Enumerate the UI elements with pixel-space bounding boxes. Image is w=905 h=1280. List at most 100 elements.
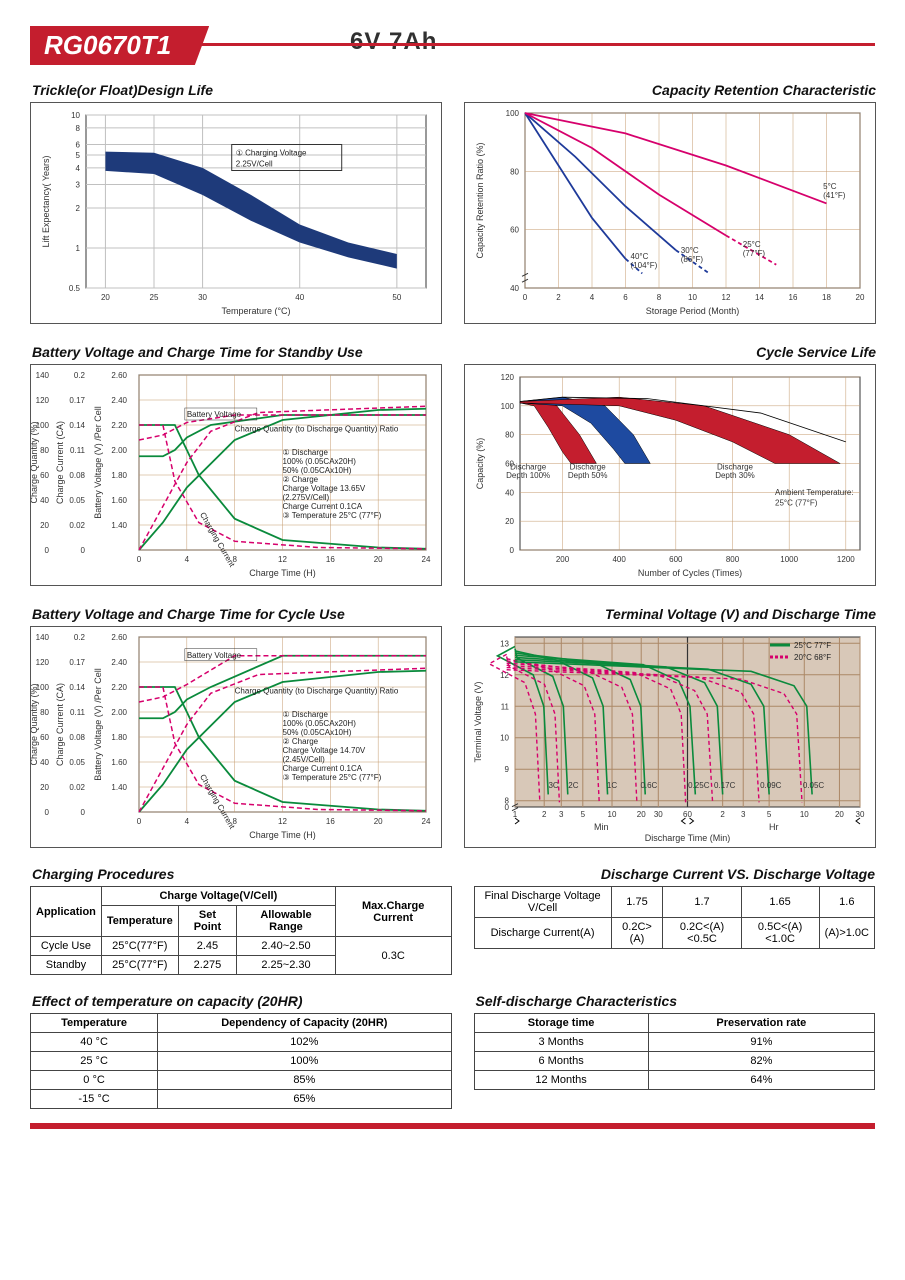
discharge-table: Final Discharge Voltage V/Cell 1.75 1.7 … (474, 886, 875, 949)
svg-text:Hr: Hr (769, 822, 779, 832)
svg-text:100% (0.05CAx20H): 100% (0.05CAx20H) (283, 457, 357, 466)
svg-text:200: 200 (556, 555, 570, 564)
svg-text:Discharge: Discharge (510, 462, 547, 471)
svg-text:Number of Cycles (Times): Number of Cycles (Times) (638, 568, 742, 578)
svg-text:4: 4 (76, 164, 81, 173)
svg-text:Charge Voltage 13.65V: Charge Voltage 13.65V (283, 484, 366, 493)
svg-text:0.6C: 0.6C (640, 781, 657, 790)
svg-text:25: 25 (150, 293, 159, 302)
svg-text:1.60: 1.60 (111, 758, 127, 767)
svg-text:(41°F): (41°F) (823, 191, 846, 200)
svg-text:0.05: 0.05 (69, 758, 85, 767)
svg-text:2: 2 (542, 810, 547, 819)
svg-text:2.60: 2.60 (111, 371, 127, 380)
table-row: 6 Months82% (474, 1052, 874, 1071)
th-sp: Set Point (178, 906, 236, 937)
svg-text:16: 16 (789, 293, 798, 302)
svg-text:6: 6 (623, 293, 628, 302)
svg-text:0.08: 0.08 (69, 471, 85, 480)
retention-chart: 0246810121416182040608010040°C(104°F)30°… (464, 102, 876, 324)
svg-text:30: 30 (654, 810, 663, 819)
svg-text:24: 24 (422, 555, 431, 564)
svg-text:40: 40 (40, 496, 49, 505)
svg-text:Min: Min (594, 822, 609, 832)
svg-text:18: 18 (822, 293, 831, 302)
svg-text:20: 20 (40, 783, 49, 792)
tempcap-title: Effect of temperature on capacity (20HR) (32, 993, 452, 1009)
svg-text:13: 13 (500, 639, 509, 648)
svg-text:Discharge: Discharge (570, 462, 607, 471)
svg-text:1.80: 1.80 (111, 471, 127, 480)
th-max: Max.Charge Current (335, 887, 451, 937)
svg-text:(77°F): (77°F) (743, 249, 766, 258)
svg-text:100: 100 (506, 109, 520, 118)
svg-text:40: 40 (505, 488, 514, 497)
svg-text:140: 140 (36, 633, 50, 642)
svg-text:60: 60 (683, 810, 692, 819)
svg-text:0.05C: 0.05C (803, 781, 825, 790)
svg-text:1200: 1200 (837, 555, 855, 564)
svg-text:Charge Time (H): Charge Time (H) (249, 568, 316, 578)
svg-text:Depth 30%: Depth 30% (715, 471, 755, 480)
spec-text: 6V 7Ah (350, 28, 437, 56)
charging-table: Application Charge Voltage(V/Cell) Max.C… (30, 886, 452, 975)
svg-text:25°C (77°F): 25°C (77°F) (775, 498, 818, 507)
selfdis-title: Self-discharge Characteristics (476, 993, 875, 1009)
svg-text:20: 20 (374, 817, 383, 826)
discharge-title: Discharge Current VS. Discharge Voltage (476, 866, 875, 882)
svg-text:Charge Quantity (%): Charge Quantity (%) (31, 683, 39, 765)
th-ar: Allowable Range (237, 906, 336, 937)
th-cv: Charge Voltage(V/Cell) (101, 887, 335, 906)
svg-text:1.60: 1.60 (111, 496, 127, 505)
svg-text:2: 2 (556, 293, 561, 302)
svg-text:40: 40 (40, 758, 49, 767)
svg-text:40°C: 40°C (631, 252, 649, 261)
svg-text:20: 20 (40, 521, 49, 530)
svg-text:20: 20 (505, 517, 514, 526)
svg-text:100: 100 (501, 402, 515, 411)
svg-text:Terminal Voltage (V): Terminal Voltage (V) (473, 681, 483, 762)
svg-text:Charge Current 0.1CA: Charge Current 0.1CA (283, 764, 363, 773)
svg-text:Capacity Retention Ratio (%): Capacity Retention Ratio (%) (475, 142, 485, 258)
svg-text:11: 11 (501, 702, 510, 711)
svg-text:① Discharge: ① Discharge (283, 710, 329, 719)
svg-text:50% (0.05CAx10H): 50% (0.05CAx10H) (283, 728, 352, 737)
svg-text:5: 5 (76, 151, 81, 160)
svg-text:③ Temperature 25°C (77°F): ③ Temperature 25°C (77°F) (283, 773, 382, 782)
table-row: 0 °C85% (31, 1071, 452, 1090)
svg-text:4: 4 (185, 817, 190, 826)
svg-text:10: 10 (688, 293, 697, 302)
svg-text:80: 80 (510, 167, 519, 176)
svg-text:16: 16 (326, 555, 335, 564)
svg-text:20: 20 (835, 810, 844, 819)
svg-text:1.40: 1.40 (111, 521, 127, 530)
svg-text:0.17C: 0.17C (714, 781, 736, 790)
svg-text:2.60: 2.60 (111, 633, 127, 642)
svg-text:Lift Expectancy( Years): Lift Expectancy( Years) (41, 155, 51, 247)
svg-text:5°C: 5°C (823, 182, 837, 191)
terminal-chart: 123510203060235102030891011121303C2C1C0.… (464, 626, 876, 848)
svg-text:3C: 3C (548, 781, 558, 790)
svg-text:0: 0 (45, 546, 50, 555)
svg-text:10: 10 (608, 810, 617, 819)
table-row: 12 Months64% (474, 1071, 874, 1090)
svg-text:3: 3 (559, 810, 564, 819)
svg-text:(86°F): (86°F) (681, 255, 704, 264)
svg-text:14: 14 (755, 293, 764, 302)
svg-text:30: 30 (198, 293, 207, 302)
svg-text:0: 0 (81, 546, 86, 555)
th-app: Application (31, 887, 102, 937)
trickle-title: Trickle(or Float)Design Life (32, 82, 442, 98)
svg-text:10: 10 (71, 111, 80, 120)
svg-text:120: 120 (36, 658, 50, 667)
svg-text:4: 4 (185, 555, 190, 564)
svg-text:0.14: 0.14 (69, 683, 85, 692)
svg-text:Discharge Time (Min): Discharge Time (Min) (645, 833, 731, 843)
svg-text:Battery Voltage: Battery Voltage (187, 651, 242, 660)
retention-title: Capacity Retention Characteristic (466, 82, 876, 98)
svg-text:① Discharge: ① Discharge (283, 448, 329, 457)
svg-text:0.17: 0.17 (69, 658, 85, 667)
svg-text:60: 60 (40, 733, 49, 742)
svg-text:80: 80 (40, 708, 49, 717)
svg-text:80: 80 (505, 431, 514, 440)
